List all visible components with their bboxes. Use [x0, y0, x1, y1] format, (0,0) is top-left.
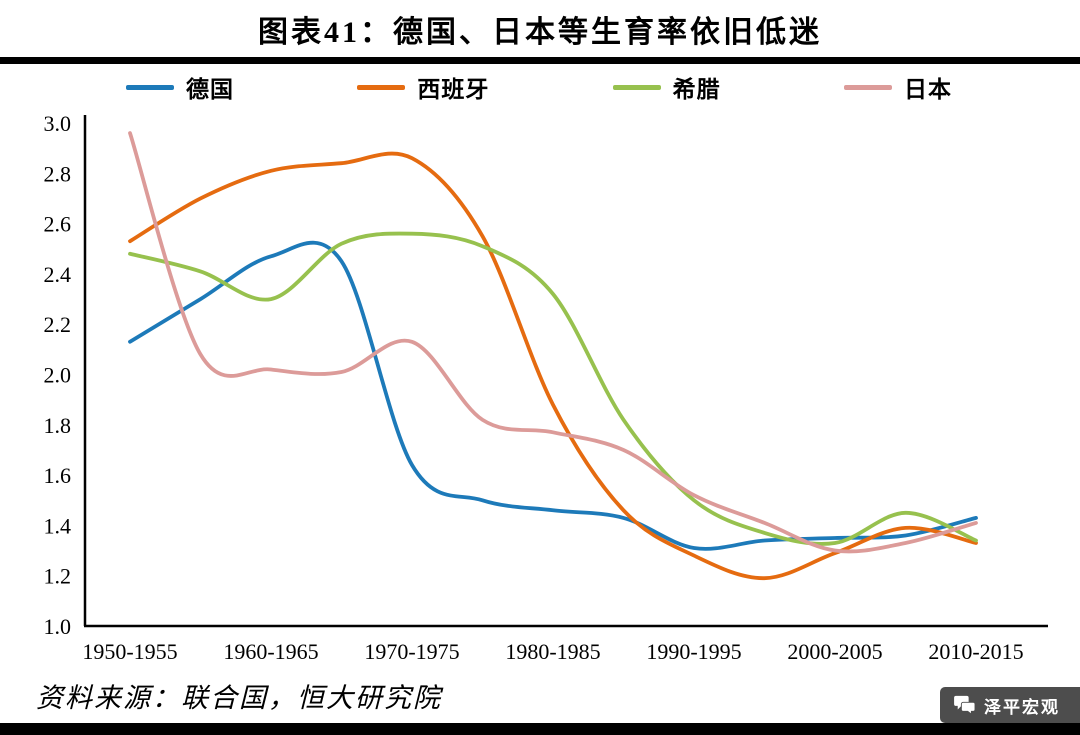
svg-text:1990-1995: 1990-1995	[646, 639, 741, 664]
japan-line-swatch	[843, 84, 892, 90]
svg-text:2010-2015: 2010-2015	[928, 639, 1023, 664]
chat-bubbles-logo-icon	[954, 695, 976, 715]
legend-item-germany: 德国	[126, 70, 234, 104]
footer: 资料来源：联合国，恒大研究院 泽平宏观	[0, 663, 1080, 723]
svg-text:2.6: 2.6	[44, 212, 72, 237]
svg-text:1.0: 1.0	[44, 614, 72, 639]
svg-text:1970-1975: 1970-1975	[364, 639, 459, 664]
source-note: 资料来源：联合国，恒大研究院	[36, 683, 442, 713]
zeping-watermark-badge: 泽平宏观	[940, 687, 1080, 723]
svg-text:2.4: 2.4	[44, 262, 72, 287]
svg-text:1950-1955: 1950-1955	[82, 639, 177, 664]
bottom-black-bar	[0, 723, 1080, 735]
germany-line-swatch	[126, 84, 174, 90]
watermark-text: 泽平宏观	[984, 697, 1060, 717]
svg-text:3.0: 3.0	[44, 111, 72, 136]
svg-text:1.8: 1.8	[44, 413, 72, 438]
chart-legend: 德国 西班牙 希腊 日本	[0, 64, 1080, 110]
svg-text:1.6: 1.6	[44, 463, 72, 488]
legend-item-spain: 西班牙	[357, 70, 489, 104]
legend-label-spain: 西班牙	[417, 77, 490, 102]
legend-label-greece: 希腊	[672, 77, 721, 102]
legend-item-japan: 日本	[843, 70, 952, 104]
svg-text:2.2: 2.2	[44, 312, 72, 337]
svg-text:1.2: 1.2	[44, 564, 72, 589]
svg-text:1980-1985: 1980-1985	[505, 639, 600, 664]
svg-text:2000-2005: 2000-2005	[787, 639, 882, 664]
spain-line-swatch	[357, 84, 406, 90]
svg-text:1.4: 1.4	[44, 513, 72, 538]
legend-label-japan: 日本	[903, 77, 952, 102]
greece-line-swatch	[612, 84, 661, 90]
svg-text:2.8: 2.8	[44, 161, 72, 186]
line-chart-canvas: 3.0 2.8 2.6 2.4 2.2 2.0 1.8 1.6 1.4 1.2 1.0 1950-19…	[44, 111, 1048, 664]
title-divider-bar	[0, 57, 1080, 64]
legend-label-germany: 德国	[186, 77, 234, 102]
page-title: 图表41：德国、日本等生育率依旧低迷	[258, 16, 822, 49]
fertility-rate-chart: 3.0 2.8 2.6 2.4 2.2 2.0 1.8 1.6 1.4 1.2 1.0 1950-19…	[0, 110, 1080, 665]
svg-text:2.0: 2.0	[44, 363, 72, 388]
svg-text:1960-1965: 1960-1965	[223, 639, 318, 664]
legend-item-greece: 希腊	[612, 70, 721, 104]
